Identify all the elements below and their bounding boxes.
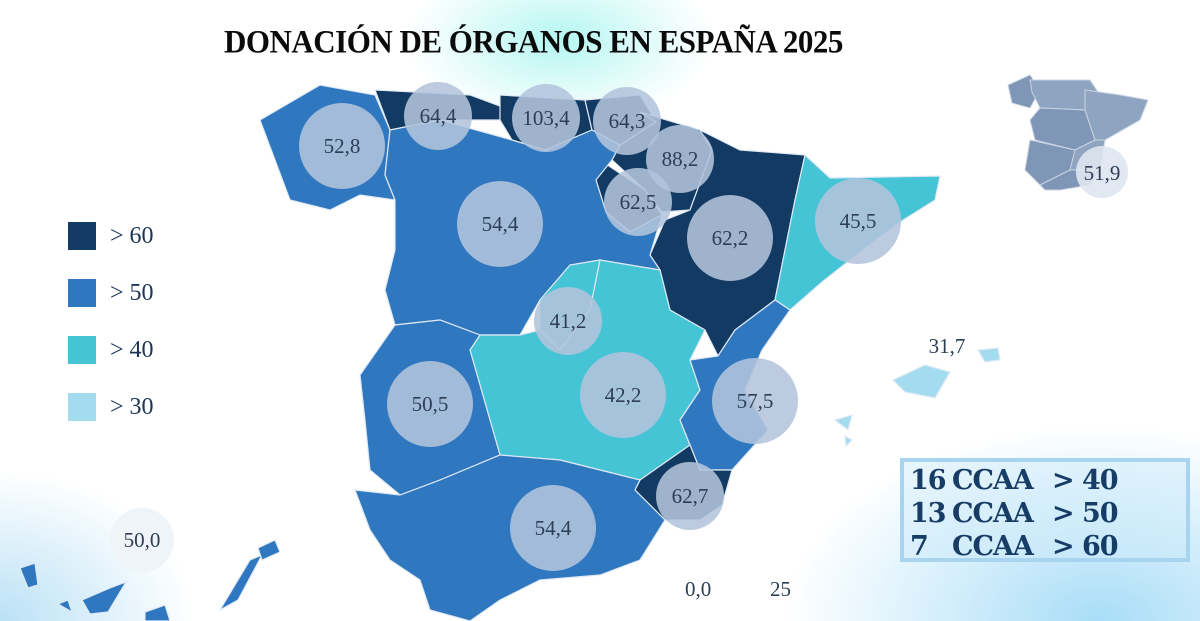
region-canarias[interactable] — [19, 562, 39, 589]
value-label-canarias: 50,0 — [124, 528, 161, 552]
value-bubble — [110, 508, 174, 572]
stat-threshold: > 50 — [1052, 498, 1119, 529]
value-bubble — [580, 352, 666, 438]
value-label-cataluna: 45,5 — [840, 209, 877, 233]
spain-total-label: 51,9 — [1084, 161, 1121, 185]
value-label-extremadura: 50,5 — [412, 392, 449, 416]
legend-label: > 30 — [110, 393, 154, 420]
region-canarias[interactable] — [56, 599, 74, 614]
stat-unit: CCAA — [952, 465, 1034, 496]
legend-item: > 60 — [68, 222, 154, 250]
stat-row: 7 CCAA > 60 — [910, 530, 1180, 563]
value-bubble — [510, 485, 596, 571]
value-label-asturias: 64,4 — [420, 104, 457, 128]
value-label-castilla-la-mancha: 42,2 — [605, 383, 642, 407]
stat-threshold: > 60 — [1052, 531, 1119, 562]
value-bubble — [712, 358, 798, 444]
value-bubble — [815, 178, 901, 264]
value-bubble — [656, 462, 724, 530]
legend-label: > 40 — [110, 336, 154, 363]
value-label-cantabria: 103,4 — [522, 106, 570, 130]
value-bubble — [512, 84, 580, 152]
value-label-pais-vasco: 64,3 — [609, 109, 646, 133]
value-label-madrid: 41,2 — [550, 309, 587, 333]
value-bubble — [299, 103, 385, 189]
stat-count: 16 — [910, 465, 947, 496]
region-canarias[interactable] — [81, 580, 128, 615]
stat-count: 13 — [910, 498, 947, 529]
value-bubble — [534, 287, 602, 355]
value-label-baleares: 31,7 — [929, 334, 966, 358]
legend-swatch — [68, 279, 96, 307]
value-bubble — [646, 125, 714, 193]
stats-box: 16 CCAA > 40 13 CCAA > 50 7 CCAA > 60 — [900, 458, 1190, 562]
value-label-murcia: 62,7 — [672, 484, 709, 508]
stat-threshold: > 40 — [1052, 465, 1119, 496]
value-bubble — [387, 361, 473, 447]
value-bubble — [604, 168, 672, 236]
region-baleares[interactable] — [891, 364, 951, 399]
value-label-comunidad-valenciana: 57,5 — [737, 389, 774, 413]
value-label-aragon: 62,2 — [712, 226, 749, 250]
value-label-la-rioja: 62,5 — [620, 190, 657, 214]
region-baleares[interactable] — [844, 434, 853, 448]
label-melilla: 25 — [770, 577, 791, 601]
label-ceuta: 0,0 — [685, 577, 712, 601]
map-title: DONACIÓN DE ÓRGANOS EN ESPAÑA 2025 — [224, 23, 843, 60]
legend-item: > 40 — [68, 336, 154, 364]
value-bubble — [687, 195, 773, 281]
inset-spain-map — [1084, 89, 1149, 141]
legend-label: > 50 — [110, 279, 154, 306]
legend-swatch — [68, 336, 96, 364]
value-label-navarra: 88,2 — [662, 147, 699, 171]
legend-swatch — [68, 222, 96, 250]
value-bubble — [404, 82, 472, 150]
stat-row: 16 CCAA > 40 — [910, 464, 1180, 497]
region-canarias[interactable] — [144, 604, 171, 621]
stat-row: 13 CCAA > 50 — [910, 497, 1180, 530]
stat-unit: CCAA — [952, 498, 1034, 529]
value-label-castilla-y-leon: 54,4 — [482, 212, 519, 236]
region-andalucia[interactable] — [354, 454, 666, 621]
legend-item: > 30 — [68, 393, 154, 421]
legend-label: > 60 — [110, 222, 154, 249]
stat-count: 7 — [910, 531, 929, 562]
value-bubble — [593, 87, 661, 155]
region-canarias[interactable] — [257, 539, 281, 561]
value-label-galicia: 52,8 — [324, 134, 361, 158]
legend-swatch — [68, 393, 96, 421]
inset-bubble — [1076, 146, 1128, 198]
region-canarias[interactable] — [218, 553, 264, 612]
value-bubble — [457, 181, 543, 267]
legend-item: > 50 — [68, 279, 154, 307]
region-baleares[interactable] — [977, 347, 1001, 363]
stat-unit: CCAA — [952, 531, 1034, 562]
region-baleares[interactable] — [833, 414, 853, 432]
value-label-andalucia: 54,4 — [535, 516, 572, 540]
